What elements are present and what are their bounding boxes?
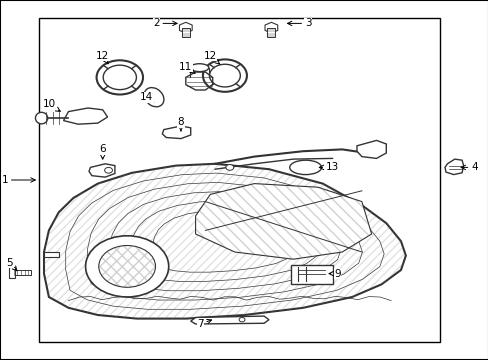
Polygon shape [356, 140, 386, 158]
Polygon shape [179, 22, 192, 33]
Text: 8: 8 [177, 117, 184, 131]
Polygon shape [264, 22, 277, 33]
Polygon shape [195, 184, 371, 259]
Ellipse shape [289, 160, 321, 175]
Text: 2: 2 [153, 18, 177, 28]
Polygon shape [185, 72, 212, 90]
Polygon shape [190, 316, 268, 324]
Ellipse shape [190, 64, 208, 72]
FancyBboxPatch shape [290, 265, 332, 284]
Circle shape [225, 165, 233, 170]
Text: 12: 12 [96, 51, 109, 64]
Text: 5: 5 [6, 258, 17, 271]
Polygon shape [444, 159, 463, 175]
Ellipse shape [144, 87, 163, 107]
Circle shape [85, 236, 168, 297]
Bar [9, 267, 15, 278]
Polygon shape [44, 164, 405, 319]
Ellipse shape [36, 112, 48, 124]
Text: 10: 10 [42, 99, 60, 111]
Polygon shape [63, 108, 107, 124]
Polygon shape [89, 164, 115, 177]
Text: 7: 7 [197, 319, 211, 329]
Text: 14: 14 [140, 92, 154, 103]
Bar [39, 18, 439, 342]
Polygon shape [44, 252, 59, 257]
Polygon shape [162, 126, 190, 139]
Text: 3: 3 [287, 18, 311, 28]
Bar [12, 270, 31, 275]
Bar [182, 28, 189, 37]
Text: 1: 1 [1, 175, 35, 185]
Text: 6: 6 [99, 144, 106, 159]
Text: 13: 13 [319, 162, 339, 172]
Text: 9: 9 [328, 269, 340, 279]
Text: 12: 12 [203, 51, 219, 64]
Bar [267, 28, 275, 37]
Text: 11: 11 [179, 62, 195, 73]
Text: 4: 4 [460, 162, 477, 172]
